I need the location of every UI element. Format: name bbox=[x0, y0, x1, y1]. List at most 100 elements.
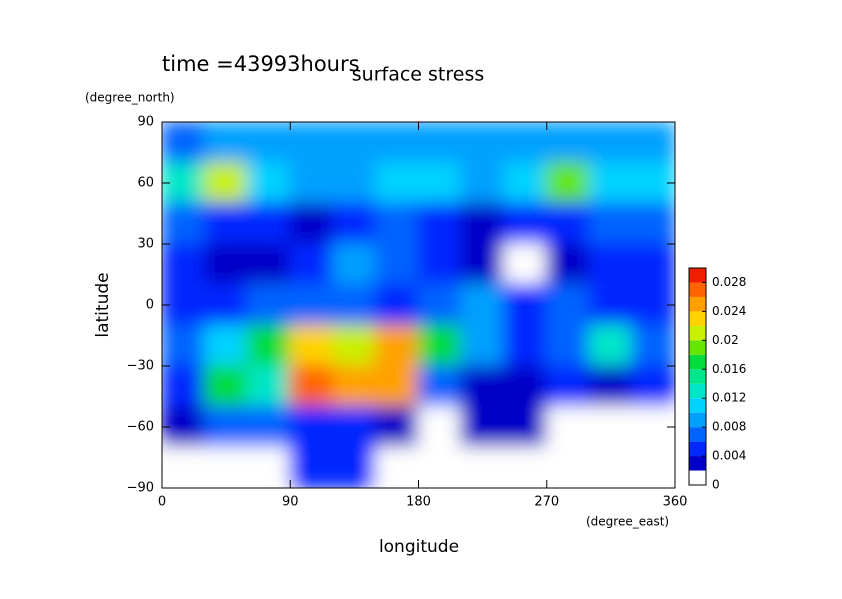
y-tick-label: −90 bbox=[127, 481, 154, 496]
y-tick-label: 90 bbox=[137, 115, 154, 130]
x-tick-label: 0 bbox=[158, 495, 166, 510]
field-cell bbox=[503, 122, 548, 164]
field-cell bbox=[289, 161, 334, 205]
colorbar-tick-label: 0.028 bbox=[712, 275, 746, 289]
field-cell bbox=[289, 202, 334, 245]
field-cell bbox=[203, 161, 249, 205]
field-cell bbox=[203, 202, 249, 245]
field-cell bbox=[246, 405, 292, 449]
chart-title: surface stress bbox=[352, 64, 485, 86]
field-cell bbox=[460, 446, 505, 488]
field-cell bbox=[417, 324, 463, 367]
colorbar-swatch bbox=[689, 470, 706, 485]
colorbar-swatch bbox=[689, 412, 706, 428]
field-cell bbox=[503, 365, 548, 408]
field-cell bbox=[332, 243, 377, 286]
field-cell bbox=[246, 202, 292, 245]
field-cell bbox=[503, 446, 548, 488]
field-cell bbox=[460, 202, 505, 245]
field-cell bbox=[460, 283, 505, 327]
axes: 0 90 180 270 360 −90 −60 −30 0 30 60 90 bbox=[127, 115, 688, 510]
field-cell bbox=[545, 243, 591, 286]
field-cell bbox=[246, 324, 292, 367]
colorbar-swatch bbox=[689, 325, 706, 341]
colorbar-tick-label: 0.02 bbox=[712, 333, 739, 347]
field-cell bbox=[545, 324, 591, 367]
x-tick-label: 90 bbox=[282, 495, 299, 510]
field-cell bbox=[289, 122, 334, 164]
field-cell bbox=[289, 283, 334, 327]
x-unit: (degree_east) bbox=[586, 515, 669, 529]
field-cell bbox=[374, 122, 420, 164]
field-cell bbox=[203, 365, 249, 408]
field-cell bbox=[503, 405, 548, 449]
field-cell bbox=[588, 161, 634, 205]
field-cell bbox=[503, 243, 548, 286]
field-cell bbox=[289, 324, 334, 367]
field-cell bbox=[460, 122, 505, 164]
field-cell bbox=[417, 446, 463, 488]
field-cell bbox=[332, 161, 377, 205]
field-cell bbox=[203, 405, 249, 449]
field-cell bbox=[246, 365, 292, 408]
field-cell bbox=[203, 324, 249, 367]
field-cell bbox=[246, 446, 292, 488]
colorbar-swatch bbox=[689, 354, 706, 370]
field-cell bbox=[417, 243, 463, 286]
x-tick-label: 360 bbox=[663, 495, 688, 510]
y-tick-label: −30 bbox=[127, 359, 154, 374]
field-cell bbox=[460, 161, 505, 205]
field-cell bbox=[332, 446, 377, 488]
field-cell bbox=[417, 161, 463, 205]
colorbar-tick-label: 0 bbox=[712, 478, 720, 492]
field-cell bbox=[631, 324, 675, 367]
field-cell bbox=[588, 202, 634, 245]
field-cell bbox=[631, 202, 675, 245]
field-cell bbox=[203, 283, 249, 327]
field-cell bbox=[374, 324, 420, 367]
field-cell bbox=[203, 446, 249, 488]
field-cell bbox=[417, 202, 463, 245]
field-cell bbox=[289, 405, 334, 449]
field-cell bbox=[545, 365, 591, 408]
field-cell bbox=[289, 365, 334, 408]
field-cell bbox=[545, 122, 591, 164]
field-cell bbox=[417, 365, 463, 408]
field-cell bbox=[374, 243, 420, 286]
field-cell bbox=[289, 243, 334, 286]
field-cell bbox=[162, 202, 206, 245]
field-cell bbox=[374, 405, 420, 449]
field-cell bbox=[332, 405, 377, 449]
colorbar-swatch bbox=[689, 383, 706, 399]
field-cell bbox=[203, 122, 249, 164]
field-cell bbox=[460, 324, 505, 367]
field-cell bbox=[374, 161, 420, 205]
field-cell bbox=[417, 405, 463, 449]
colorbar-swatch bbox=[689, 369, 706, 384]
field-cell bbox=[246, 161, 292, 205]
field-cell bbox=[631, 446, 675, 488]
field-cell bbox=[631, 122, 675, 164]
field-cell bbox=[588, 324, 634, 367]
field-cell bbox=[162, 122, 206, 164]
colorbar-frame bbox=[688, 267, 707, 486]
field-cell bbox=[588, 446, 634, 488]
field-cell bbox=[417, 283, 463, 327]
field-cell bbox=[203, 243, 249, 286]
colorbar-tick-label: 0.016 bbox=[712, 362, 746, 376]
field-cell bbox=[588, 243, 634, 286]
colorbar-swatch bbox=[689, 311, 706, 326]
field-cell bbox=[332, 202, 377, 245]
field-cell bbox=[332, 365, 377, 408]
field-cell bbox=[460, 365, 505, 408]
field-cell bbox=[246, 122, 292, 164]
field bbox=[162, 122, 675, 488]
field-cell bbox=[460, 243, 505, 286]
colorbar-swatch bbox=[689, 268, 706, 283]
y-tick-label: 30 bbox=[137, 237, 154, 252]
field-cell bbox=[374, 202, 420, 245]
field-cell bbox=[503, 324, 548, 367]
subtitle: time =43993hours bbox=[162, 52, 360, 76]
field-cell bbox=[374, 365, 420, 408]
